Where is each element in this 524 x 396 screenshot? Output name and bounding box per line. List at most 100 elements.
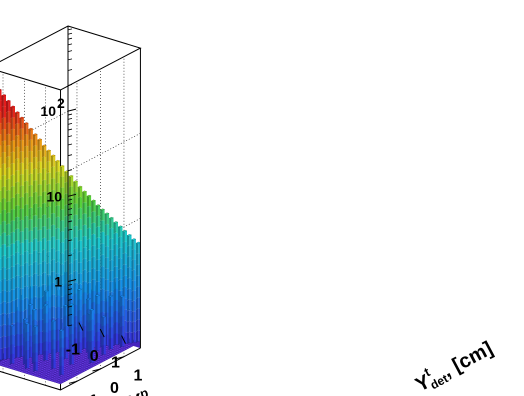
bar-face xyxy=(28,162,31,175)
bar-face xyxy=(44,168,47,181)
bar-face xyxy=(9,353,13,365)
bar-face xyxy=(120,268,123,280)
bar-face xyxy=(35,325,38,335)
bar-face xyxy=(24,358,28,370)
x-tick-label: 1 xyxy=(111,355,120,372)
bar-face xyxy=(108,338,111,350)
bar-face xyxy=(45,322,48,333)
bar xyxy=(36,138,43,356)
z-tick-label: 10 xyxy=(46,188,62,204)
bar-face xyxy=(91,319,94,331)
bar-face xyxy=(37,206,40,220)
bar-face xyxy=(37,320,40,333)
bar-face xyxy=(53,154,56,167)
bar-face xyxy=(59,187,63,200)
bar-face xyxy=(106,290,110,302)
bar-face xyxy=(127,331,130,344)
bar-face xyxy=(8,223,11,236)
bar-face xyxy=(71,229,74,242)
bar-face xyxy=(37,138,40,152)
bar-face xyxy=(101,344,104,356)
bar-top xyxy=(9,324,15,327)
bar-face xyxy=(71,175,74,187)
bar-face xyxy=(32,168,36,182)
bar-top xyxy=(108,216,115,220)
bar-face xyxy=(12,300,15,313)
bar-face xyxy=(91,267,94,281)
bar-face xyxy=(19,288,22,301)
bar-face xyxy=(115,254,118,267)
bar-face xyxy=(41,168,45,181)
bar-face xyxy=(48,217,51,230)
bar-face xyxy=(77,272,80,285)
z-minor-tick xyxy=(67,113,73,116)
bar-face xyxy=(124,275,127,288)
bars xyxy=(0,88,141,376)
bar-face xyxy=(75,315,78,328)
bar-face xyxy=(62,296,65,309)
bar-face xyxy=(1,312,4,326)
bar-outline xyxy=(108,348,114,351)
bar-face xyxy=(91,222,94,236)
bar-face xyxy=(63,304,66,317)
bar-face xyxy=(138,297,141,309)
bar-face xyxy=(57,318,60,330)
bar-top xyxy=(50,154,56,157)
bar-face xyxy=(3,278,6,291)
bar xyxy=(42,303,49,362)
bar-face xyxy=(1,186,4,200)
bar-face xyxy=(6,189,9,203)
bar-face xyxy=(15,181,18,195)
bar-face xyxy=(19,333,22,347)
bar-face xyxy=(133,331,136,343)
bar-face xyxy=(86,216,89,229)
bar-face xyxy=(26,262,29,275)
bar-face xyxy=(10,174,13,188)
bar-face xyxy=(91,245,94,258)
bar xyxy=(81,190,88,350)
bar-top xyxy=(94,294,101,297)
bar xyxy=(18,116,25,358)
bar-face xyxy=(120,225,123,238)
bar-face xyxy=(118,322,121,335)
bar-face xyxy=(6,223,9,236)
bar-face xyxy=(59,165,63,178)
x-tick xyxy=(99,328,105,338)
bar-face xyxy=(138,264,141,276)
bar-face xyxy=(127,320,130,333)
bar-face xyxy=(124,331,127,344)
bar-face xyxy=(59,318,63,331)
bar-face xyxy=(33,325,36,336)
bar-face xyxy=(10,105,13,119)
bar-face xyxy=(17,134,20,148)
bar-face xyxy=(100,277,103,291)
bar-face xyxy=(53,178,56,191)
bar-face xyxy=(9,334,13,346)
bar-face xyxy=(75,293,78,306)
bar-outline xyxy=(1,358,7,361)
bar-face xyxy=(63,336,66,349)
bar-face xyxy=(84,325,87,338)
bar-face xyxy=(89,271,92,283)
bar-face xyxy=(37,240,40,254)
bar-face xyxy=(10,289,13,302)
bar-face xyxy=(50,201,54,215)
bar-face xyxy=(3,128,6,141)
bar-face xyxy=(111,259,114,271)
bar-face xyxy=(19,231,22,244)
bar xyxy=(88,308,95,364)
bar-face xyxy=(53,189,56,202)
bar-face xyxy=(32,145,36,158)
bar-face xyxy=(21,208,24,221)
bar-face xyxy=(27,331,30,342)
bar-face xyxy=(21,128,24,141)
bar-face xyxy=(0,89,2,101)
bar-face xyxy=(75,248,78,261)
bar-face xyxy=(86,282,89,295)
bar-face xyxy=(0,303,2,315)
bar-face xyxy=(44,214,47,227)
bar-face xyxy=(41,249,45,262)
bar-face xyxy=(8,122,11,135)
bar-face xyxy=(27,340,30,351)
